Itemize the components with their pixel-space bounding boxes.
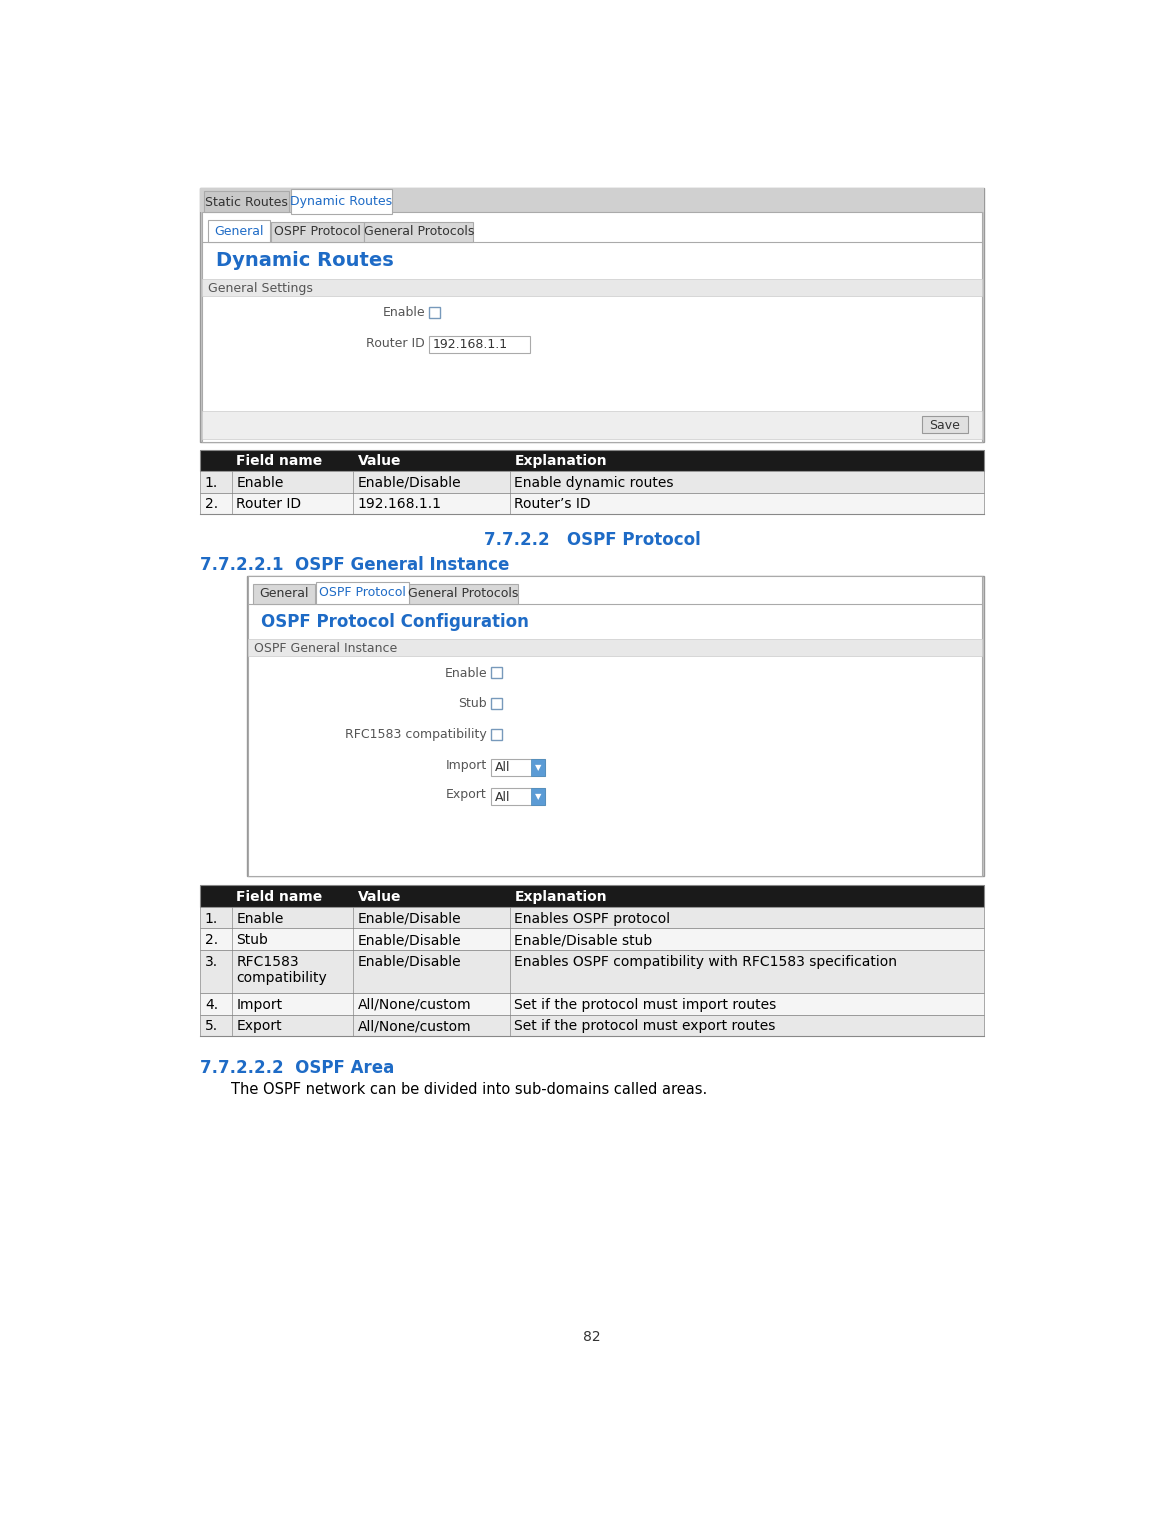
Text: Enable: Enable <box>236 911 283 926</box>
Text: 7.7.2.2   OSPF Protocol: 7.7.2.2 OSPF Protocol <box>484 531 700 549</box>
Text: 1.: 1. <box>204 475 218 490</box>
Text: Explanation: Explanation <box>514 890 606 903</box>
Text: Enable dynamic routes: Enable dynamic routes <box>514 475 673 490</box>
Text: Value: Value <box>358 454 401 468</box>
Bar <box>270 221 364 242</box>
Text: Dynamic Routes: Dynamic Routes <box>290 195 393 207</box>
Text: Enable/Disable: Enable/Disable <box>358 475 461 490</box>
Text: General Settings: General Settings <box>208 281 313 295</box>
Bar <box>248 638 982 655</box>
Bar <box>202 412 982 439</box>
Bar <box>491 697 501 710</box>
Bar <box>315 583 409 604</box>
Bar <box>204 191 289 212</box>
Bar <box>200 993 984 1015</box>
Bar <box>429 307 440 318</box>
Text: Enable/Disable: Enable/Disable <box>358 934 461 947</box>
Bar <box>202 212 982 442</box>
Text: 5.: 5. <box>204 1020 218 1033</box>
Text: RFC1583
compatibility: RFC1583 compatibility <box>236 955 327 985</box>
Text: Static Routes: Static Routes <box>206 197 288 209</box>
Bar <box>429 336 529 353</box>
Text: Enable/Disable: Enable/Disable <box>358 911 461 926</box>
Text: ▼: ▼ <box>535 793 542 802</box>
Text: General: General <box>259 587 308 601</box>
Bar <box>253 584 315 604</box>
Bar <box>200 188 984 442</box>
Bar <box>208 219 270 242</box>
Text: OSPF General Instance: OSPF General Instance <box>254 642 397 655</box>
Bar <box>409 584 517 604</box>
Text: Enable: Enable <box>236 475 283 490</box>
Text: 192.168.1.1: 192.168.1.1 <box>433 337 508 351</box>
Text: Enable/Disable: Enable/Disable <box>358 955 461 968</box>
Text: ▼: ▼ <box>535 763 542 772</box>
Text: 2.: 2. <box>204 934 218 947</box>
Text: Explanation: Explanation <box>514 454 606 468</box>
Bar <box>200 493 984 514</box>
Text: The OSPF network can be divided into sub-domains called areas.: The OSPF network can be divided into sub… <box>231 1082 707 1097</box>
Text: Dynamic Routes: Dynamic Routes <box>216 251 394 269</box>
Text: Export: Export <box>446 788 487 802</box>
Text: Set if the protocol must import routes: Set if the protocol must import routes <box>514 997 776 1012</box>
Text: All/None/custom: All/None/custom <box>358 1020 471 1033</box>
Bar <box>200 906 984 929</box>
Bar <box>200 885 984 906</box>
Bar <box>247 576 984 876</box>
Text: General Protocols: General Protocols <box>409 587 519 601</box>
Text: Stub: Stub <box>236 934 268 947</box>
Text: Router ID: Router ID <box>236 498 301 511</box>
Text: Export: Export <box>236 1020 282 1033</box>
Text: 1.: 1. <box>204 911 218 926</box>
Text: 82: 82 <box>583 1330 601 1345</box>
Text: Enable: Enable <box>382 306 425 319</box>
Bar <box>200 449 984 471</box>
Bar <box>531 788 545 805</box>
Text: 4.: 4. <box>204 997 218 1012</box>
Text: RFC1583 compatibility: RFC1583 compatibility <box>345 728 487 741</box>
Text: Enables OSPF protocol: Enables OSPF protocol <box>514 911 670 926</box>
Text: Save: Save <box>930 419 961 431</box>
Bar <box>200 950 984 993</box>
Text: Stub: Stub <box>459 697 487 711</box>
Text: Enable: Enable <box>445 667 487 679</box>
Bar <box>491 760 545 776</box>
Bar <box>491 729 501 740</box>
Text: Router’s ID: Router’s ID <box>514 498 591 511</box>
Text: Import: Import <box>236 997 282 1012</box>
Bar <box>200 188 984 212</box>
Text: All: All <box>494 761 511 775</box>
Text: General Protocols: General Protocols <box>364 225 474 239</box>
Text: All/None/custom: All/None/custom <box>358 997 471 1012</box>
Text: OSPF Protocol: OSPF Protocol <box>319 586 405 599</box>
Text: Field name: Field name <box>236 454 322 468</box>
Text: Enable/Disable stub: Enable/Disable stub <box>514 934 653 947</box>
Text: Set if the protocol must export routes: Set if the protocol must export routes <box>514 1020 776 1033</box>
Text: 192.168.1.1: 192.168.1.1 <box>358 498 441 511</box>
Text: General: General <box>214 224 263 238</box>
Bar <box>491 667 501 678</box>
Text: All: All <box>494 791 511 803</box>
Text: OSPF Protocol: OSPF Protocol <box>274 225 360 239</box>
Bar <box>200 471 984 493</box>
Bar <box>200 929 984 950</box>
Text: 7.7.2.2.2  OSPF Area: 7.7.2.2.2 OSPF Area <box>200 1059 394 1077</box>
Bar <box>248 576 982 876</box>
Bar <box>922 416 968 433</box>
Text: 2.: 2. <box>204 498 218 511</box>
Bar <box>291 189 392 213</box>
Bar <box>365 221 474 242</box>
Bar <box>531 760 545 776</box>
Bar <box>202 278 982 295</box>
Bar <box>491 788 545 805</box>
Bar <box>200 1015 984 1036</box>
Text: Import: Import <box>446 760 487 772</box>
Text: Router ID: Router ID <box>366 337 425 350</box>
Text: 3.: 3. <box>204 955 218 968</box>
Text: Field name: Field name <box>236 890 322 903</box>
Text: Value: Value <box>358 890 401 903</box>
Text: 7.7.2.2.1  OSPF General Instance: 7.7.2.2.1 OSPF General Instance <box>200 555 509 573</box>
Text: Enables OSPF compatibility with RFC1583 specification: Enables OSPF compatibility with RFC1583 … <box>514 955 897 968</box>
Text: OSPF Protocol Configuration: OSPF Protocol Configuration <box>261 613 529 631</box>
